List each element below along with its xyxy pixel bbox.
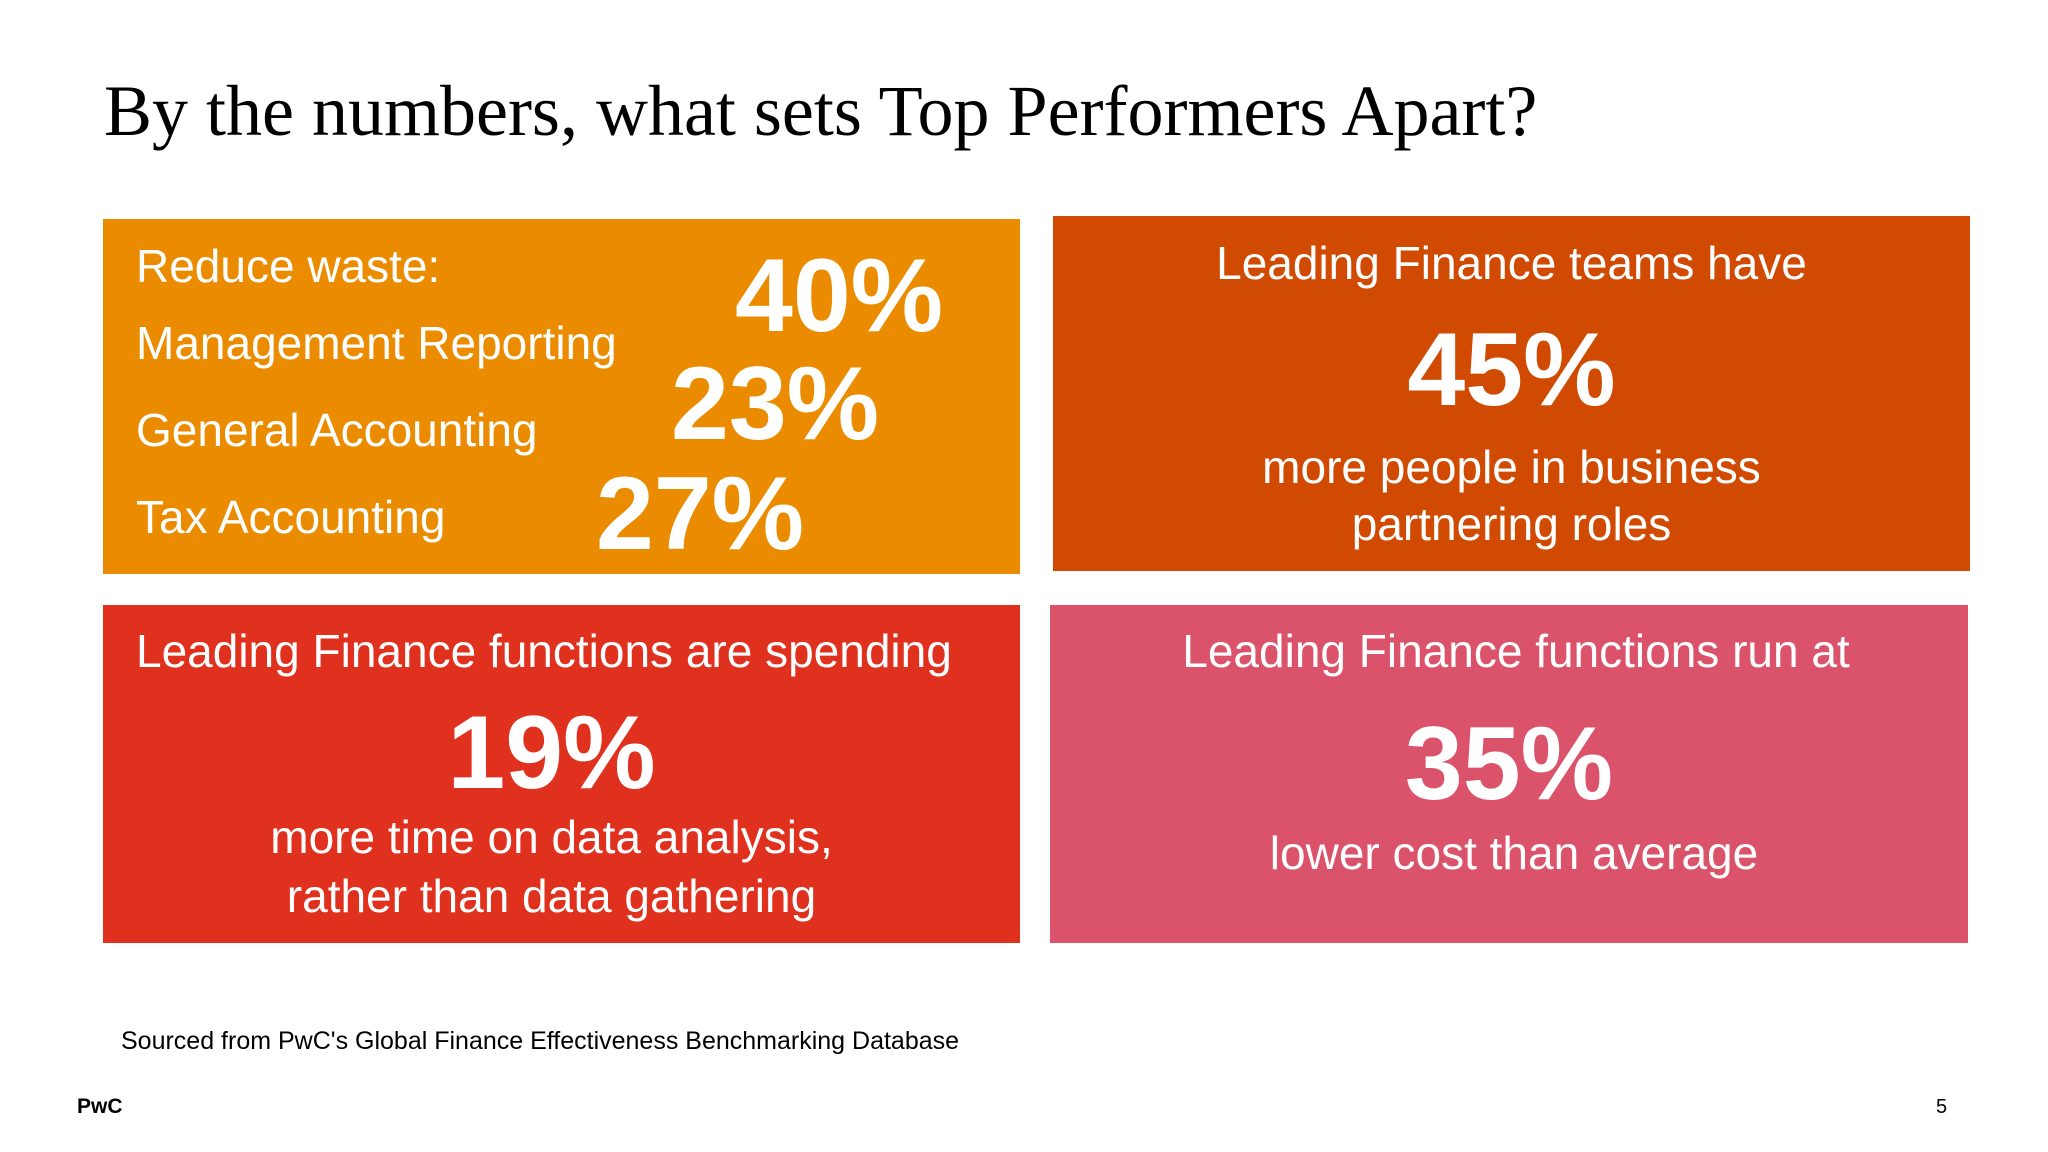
brand-logo-text: PwC xyxy=(77,1095,123,1118)
cost-value: 35% xyxy=(1404,706,1614,822)
slide-title: By the numbers, what sets Top Performers… xyxy=(104,71,1538,151)
lower-cost-tile: Leading Finance functions run at 35% low… xyxy=(1050,605,1968,943)
cost-text-line1: lower cost than average xyxy=(1269,827,1759,879)
partnering-value: 45% xyxy=(1407,312,1616,428)
analysis-text-line2: rather than data gathering xyxy=(286,870,817,922)
management-reporting-label: Management Reporting xyxy=(136,317,617,369)
analysis-value: 19% xyxy=(447,695,656,811)
general-accounting-value: 23% xyxy=(671,346,880,462)
general-accounting-label: General Accounting xyxy=(136,404,538,456)
partnering-heading: Leading Finance teams have xyxy=(1216,237,1807,289)
reduce-waste-tile: Reduce waste: Management Reporting 40% G… xyxy=(103,219,1020,574)
management-reporting-value: 40% xyxy=(735,238,944,354)
source-footnote: Sourced from PwC's Global Finance Effect… xyxy=(121,1027,960,1055)
page-number: 5 xyxy=(1936,1096,1948,1118)
analysis-heading: Leading Finance functions are spending xyxy=(136,625,952,677)
analysis-text-line1: more time on data analysis, xyxy=(270,811,833,863)
business-partnering-tile: Leading Finance teams have 45% more peop… xyxy=(1053,216,1970,571)
cost-heading: Leading Finance functions run at xyxy=(1182,625,1850,677)
data-analysis-tile: Leading Finance functions are spending 1… xyxy=(103,605,1020,943)
partnering-text-line1: more people in business xyxy=(1262,441,1761,493)
tax-accounting-label: Tax Accounting xyxy=(136,491,446,543)
reduce-waste-heading: Reduce waste: xyxy=(136,240,441,292)
partnering-text-line2: partnering roles xyxy=(1351,498,1672,550)
tax-accounting-value: 27% xyxy=(596,456,805,572)
